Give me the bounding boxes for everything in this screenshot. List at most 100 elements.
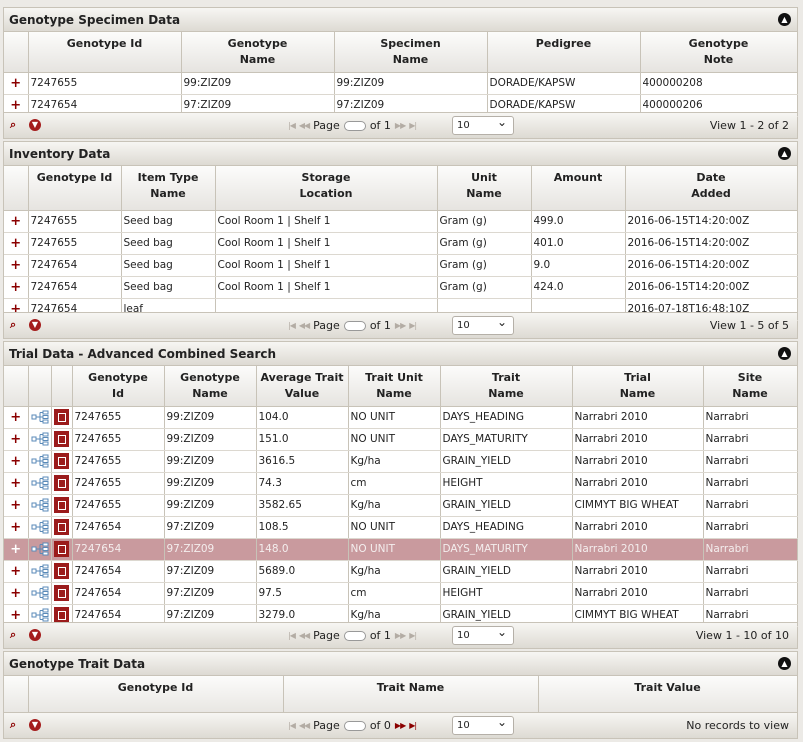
- column-header[interactable]: Trait Unit Name: [348, 366, 441, 407]
- page-input[interactable]: [343, 720, 366, 731]
- trial-icon[interactable]: [54, 607, 69, 623]
- table-row[interactable]: +7247654 97:ZIZ09 97.5 cm HEIGHT Narrabri 201…: [4, 582, 798, 605]
- rows-per-page-select[interactable]: 10: [452, 114, 514, 135]
- plus-icon[interactable]: +: [4, 210, 29, 233]
- trial-icon[interactable]: [54, 563, 69, 579]
- pedigree-tree-cell[interactable]: [28, 538, 52, 561]
- search-icon[interactable]: ⌕: [10, 718, 17, 731]
- trial-cell[interactable]: [51, 450, 73, 473]
- table-row[interactable]: +7247655 99:ZIZ09 74.3 cm HEIGHT Narrabri 201…: [4, 472, 798, 495]
- column-header[interactable]: Amount: [531, 166, 626, 211]
- pedigree-tree-cell[interactable]: [28, 472, 52, 495]
- trial-icon[interactable]: [54, 431, 69, 447]
- table-row[interactable]: +7247655 99:ZIZ09 104.0 NO UNIT DAYS_HEADING…: [4, 406, 798, 429]
- column-header[interactable]: Storage Location: [215, 166, 438, 211]
- trial-icon[interactable]: [54, 585, 69, 601]
- trial-cell[interactable]: [51, 428, 73, 451]
- first-page-icon[interactable]: |◀: [288, 321, 296, 330]
- next-page-icon[interactable]: ▶▶: [394, 121, 406, 130]
- column-header[interactable]: Genotype Id: [28, 32, 182, 73]
- column-header[interactable]: Trait Name: [440, 366, 573, 407]
- prev-page-icon[interactable]: ◀◀: [298, 121, 310, 130]
- table-row[interactable]: +7247655 99:ZIZ09 3616.5 Kg/ha GRAIN_YIELD Na…: [4, 450, 798, 473]
- table-row[interactable]: +7247654 97:ZIZ09 148.0 NO UNIT DAYS_MATURIT…: [4, 538, 798, 561]
- pedigree-tree-cell[interactable]: [28, 494, 52, 517]
- plus-icon[interactable]: +: [4, 538, 29, 561]
- column-header[interactable]: Genotype Id: [72, 366, 165, 407]
- plus-icon[interactable]: +: [4, 276, 29, 299]
- plus-icon[interactable]: +: [4, 232, 29, 255]
- table-row[interactable]: +7247654 97:ZIZ09 5689.0 Kg/ha GRAIN_YIELD Na…: [4, 560, 798, 583]
- rows-per-page-select[interactable]: 10: [452, 314, 514, 335]
- collapse-icon[interactable]: ▲: [778, 347, 791, 360]
- pedigree-tree-icon[interactable]: [31, 520, 49, 534]
- column-header[interactable]: Genotype Id: [28, 166, 122, 211]
- trial-cell[interactable]: [51, 560, 73, 583]
- plus-icon[interactable]: +: [4, 516, 29, 539]
- plus-icon[interactable]: +: [4, 582, 29, 605]
- column-header[interactable]: Item Type Name: [121, 166, 216, 211]
- plus-icon[interactable]: +: [4, 72, 29, 95]
- trial-cell[interactable]: [51, 494, 73, 517]
- column-header[interactable]: Genotype Name: [164, 366, 257, 407]
- last-page-icon[interactable]: ▶|: [409, 321, 417, 330]
- next-page-icon[interactable]: ▶▶: [394, 721, 406, 730]
- prev-page-icon[interactable]: ◀◀: [298, 631, 310, 640]
- trial-cell[interactable]: [51, 582, 73, 605]
- collapse-icon[interactable]: ▲: [778, 657, 791, 670]
- trial-cell[interactable]: [51, 472, 73, 495]
- next-page-icon[interactable]: ▶▶: [394, 321, 406, 330]
- pedigree-tree-cell[interactable]: [28, 516, 52, 539]
- column-header[interactable]: Genotype Note: [640, 32, 798, 73]
- column-header[interactable]: Trait Value: [538, 676, 798, 717]
- trial-icon[interactable]: [54, 453, 69, 469]
- plus-icon[interactable]: +: [4, 472, 29, 495]
- collapse-icon[interactable]: ▲: [778, 13, 791, 26]
- last-page-icon[interactable]: ▶|: [409, 631, 417, 640]
- pedigree-tree-icon[interactable]: [31, 586, 49, 600]
- table-row[interactable]: +7247655 99:ZIZ09 151.0 NO UNIT DAYS_MATURIT…: [4, 428, 798, 451]
- plus-icon[interactable]: +: [4, 406, 29, 429]
- last-page-icon[interactable]: ▶|: [409, 121, 417, 130]
- column-header[interactable]: Trait Name: [283, 676, 539, 717]
- table-row[interactable]: +7247655 Seed bag Cool Room 1 | Shelf 1 Gra…: [4, 232, 798, 255]
- trial-icon[interactable]: [54, 497, 69, 513]
- pedigree-tree-icon[interactable]: [31, 454, 49, 468]
- download-icon[interactable]: ▼: [29, 629, 41, 641]
- download-icon[interactable]: ▼: [29, 719, 41, 731]
- trial-icon[interactable]: [54, 541, 69, 557]
- column-header[interactable]: Unit Name: [437, 166, 532, 211]
- pedigree-tree-cell[interactable]: [28, 582, 52, 605]
- page-input[interactable]: [343, 320, 366, 331]
- last-page-icon[interactable]: ▶|: [409, 721, 417, 730]
- pedigree-tree-icon[interactable]: [31, 542, 49, 556]
- plus-icon[interactable]: +: [4, 254, 29, 277]
- prev-page-icon[interactable]: ◀◀: [298, 321, 310, 330]
- column-header[interactable]: Genotype Name: [181, 32, 335, 73]
- table-row[interactable]: +7247654 Seed bag Cool Room 1 | Shelf 1 Gra…: [4, 254, 798, 277]
- trial-icon[interactable]: [54, 475, 69, 491]
- search-icon[interactable]: ⌕: [10, 118, 17, 131]
- table-row[interactable]: +7247654 Seed bag Cool Room 1 | Shelf 1 Gra…: [4, 276, 798, 299]
- plus-icon[interactable]: +: [4, 494, 29, 517]
- first-page-icon[interactable]: |◀: [288, 631, 296, 640]
- pedigree-tree-cell[interactable]: [28, 450, 52, 473]
- search-icon[interactable]: ⌕: [10, 628, 17, 641]
- column-header[interactable]: Date Added: [625, 166, 798, 211]
- first-page-icon[interactable]: |◀: [288, 721, 296, 730]
- page-input[interactable]: [343, 120, 366, 131]
- search-icon[interactable]: ⌕: [10, 318, 17, 331]
- trial-cell[interactable]: [51, 538, 73, 561]
- column-header[interactable]: Average Trait Value: [256, 366, 349, 407]
- plus-icon[interactable]: +: [4, 428, 29, 451]
- plus-icon[interactable]: +: [4, 450, 29, 473]
- pedigree-tree-cell[interactable]: [28, 428, 52, 451]
- pedigree-tree-cell[interactable]: [28, 406, 52, 429]
- trial-cell[interactable]: [51, 516, 73, 539]
- pedigree-tree-icon[interactable]: [31, 608, 49, 622]
- trial-icon[interactable]: [54, 519, 69, 535]
- rows-per-page-select[interactable]: 10: [452, 624, 514, 645]
- trial-cell[interactable]: [51, 406, 73, 429]
- pedigree-tree-icon[interactable]: [31, 498, 49, 512]
- column-header[interactable]: Pedigree: [487, 32, 641, 73]
